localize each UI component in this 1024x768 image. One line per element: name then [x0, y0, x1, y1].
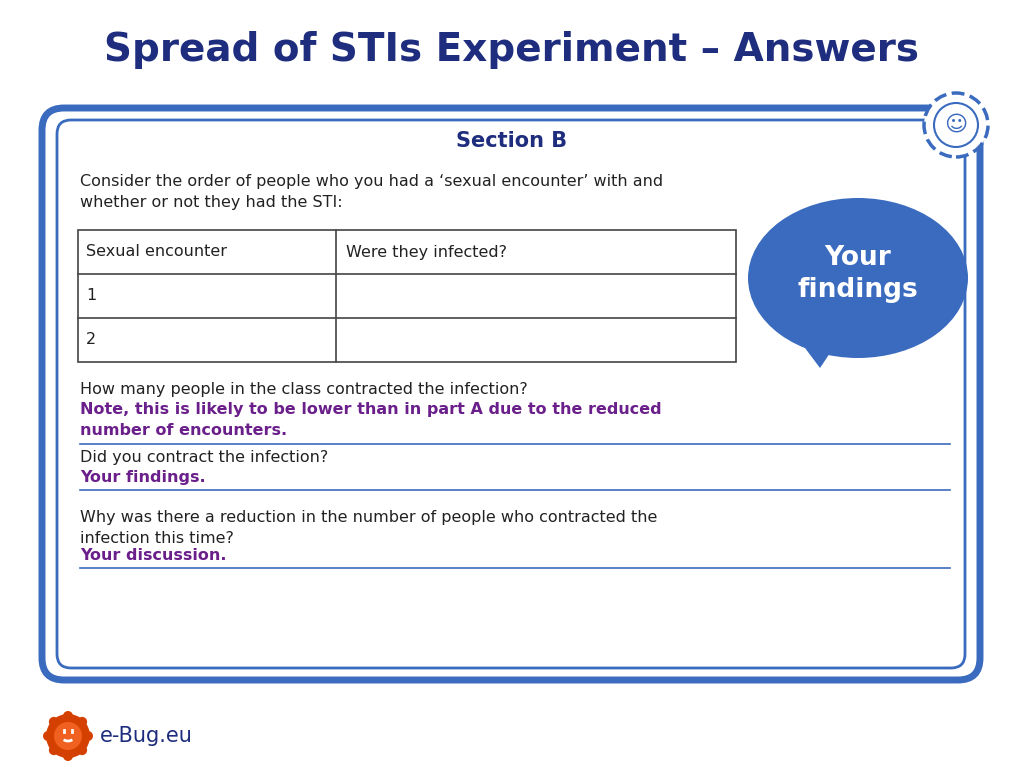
Text: Did you contract the infection?: Did you contract the infection? [80, 450, 329, 465]
Circle shape [77, 745, 87, 755]
Text: Your discussion.: Your discussion. [80, 548, 226, 563]
Text: Sexual encounter: Sexual encounter [86, 244, 227, 260]
Bar [78, 230, 736, 362]
Text: ☺: ☺ [944, 115, 968, 135]
Circle shape [54, 722, 82, 750]
FancyBboxPatch shape [42, 108, 980, 680]
Circle shape [49, 717, 58, 727]
Text: Section B: Section B [457, 131, 567, 151]
Circle shape [63, 751, 73, 761]
Circle shape [934, 103, 978, 147]
Polygon shape [805, 348, 830, 368]
Text: Spread of STIs Experiment – Answers: Spread of STIs Experiment – Answers [104, 31, 920, 69]
Text: Consider the order of people who you had a ‘sexual encounter’ with and
whether o: Consider the order of people who you had… [80, 174, 664, 210]
Text: How many people in the class contracted the infection?: How many people in the class contracted … [80, 382, 527, 397]
Circle shape [46, 714, 90, 758]
Circle shape [43, 731, 53, 741]
Text: 2: 2 [86, 333, 96, 347]
Text: 1: 1 [86, 289, 96, 303]
FancyBboxPatch shape [57, 120, 965, 668]
Text: Were they infected?: Were they infected? [346, 244, 507, 260]
Ellipse shape [748, 198, 968, 358]
Text: e-Bug.eu: e-Bug.eu [100, 726, 193, 746]
Circle shape [77, 717, 87, 727]
Text: Note, this is likely to be lower than in part A due to the reduced
number of enc: Note, this is likely to be lower than in… [80, 402, 662, 438]
Circle shape [83, 731, 93, 741]
Text: Your
findings: Your findings [798, 245, 919, 303]
Text: Why was there a reduction in the number of people who contracted the
infection t: Why was there a reduction in the number … [80, 510, 657, 546]
Circle shape [924, 93, 988, 157]
Circle shape [49, 745, 58, 755]
Text: Your findings.: Your findings. [80, 470, 206, 485]
Circle shape [63, 711, 73, 721]
